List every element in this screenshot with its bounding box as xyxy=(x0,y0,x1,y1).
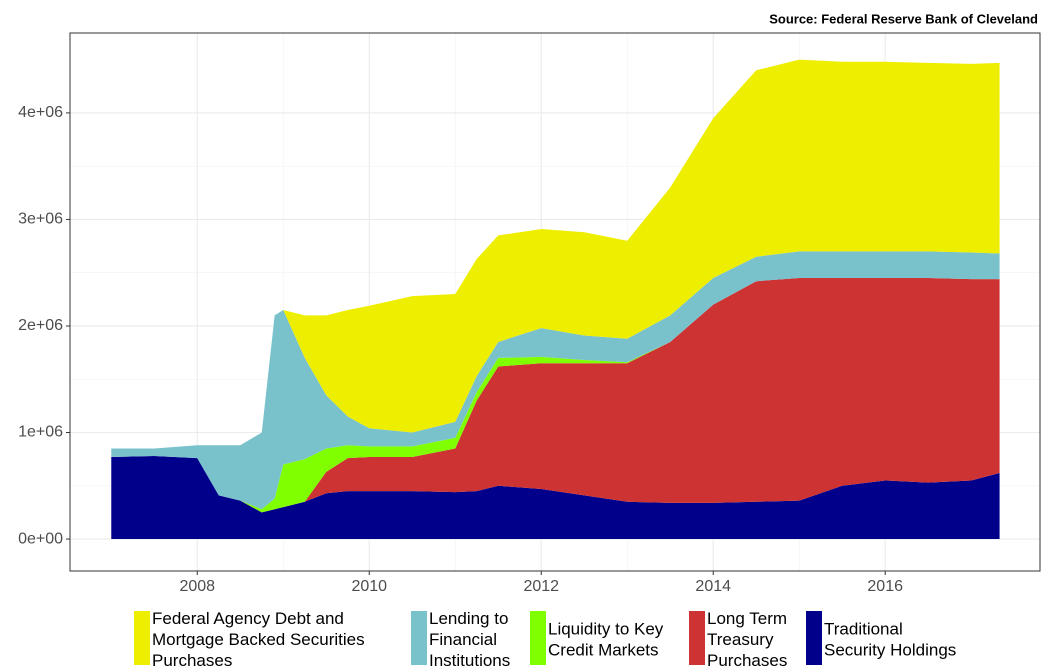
y-tick-label: 2e+06 xyxy=(18,317,63,334)
legend-label: Long Term Treasury Purchases xyxy=(707,609,792,669)
legend-label: Federal Agency Debt and Mortgage Backed … xyxy=(152,609,369,669)
area xyxy=(111,278,1000,513)
legend-label: Lending to Financial Institutions xyxy=(429,609,513,669)
legend-swatch xyxy=(411,611,427,665)
x-tick-label: 2012 xyxy=(523,578,559,595)
x-tick-label: 2008 xyxy=(179,578,215,595)
y-tick-label: 0e+00 xyxy=(18,530,63,547)
area xyxy=(111,251,1000,510)
legend-swatch xyxy=(134,611,150,665)
legend-swatch xyxy=(689,611,705,665)
legend-swatch xyxy=(530,611,546,665)
legend-label: Traditional Security Holdings xyxy=(824,620,956,660)
y-tick-label: 4e+06 xyxy=(18,104,63,121)
plot-border xyxy=(69,32,1041,572)
x-tick-label: 2016 xyxy=(867,578,903,595)
source-caption: Source: Federal Reserve Bank of Clevelan… xyxy=(769,11,1038,26)
y-tick-label: 1e+06 xyxy=(18,424,63,441)
y-tick-label: 3e+06 xyxy=(18,211,63,228)
area xyxy=(111,278,1000,513)
area xyxy=(111,455,1000,540)
x-tick-label: 2010 xyxy=(351,578,387,595)
legend-swatch xyxy=(806,611,822,665)
legend-label: Liquidity to Key Credit Markets xyxy=(548,620,668,660)
area xyxy=(111,59,1000,449)
x-tick-label: 2014 xyxy=(695,578,731,595)
